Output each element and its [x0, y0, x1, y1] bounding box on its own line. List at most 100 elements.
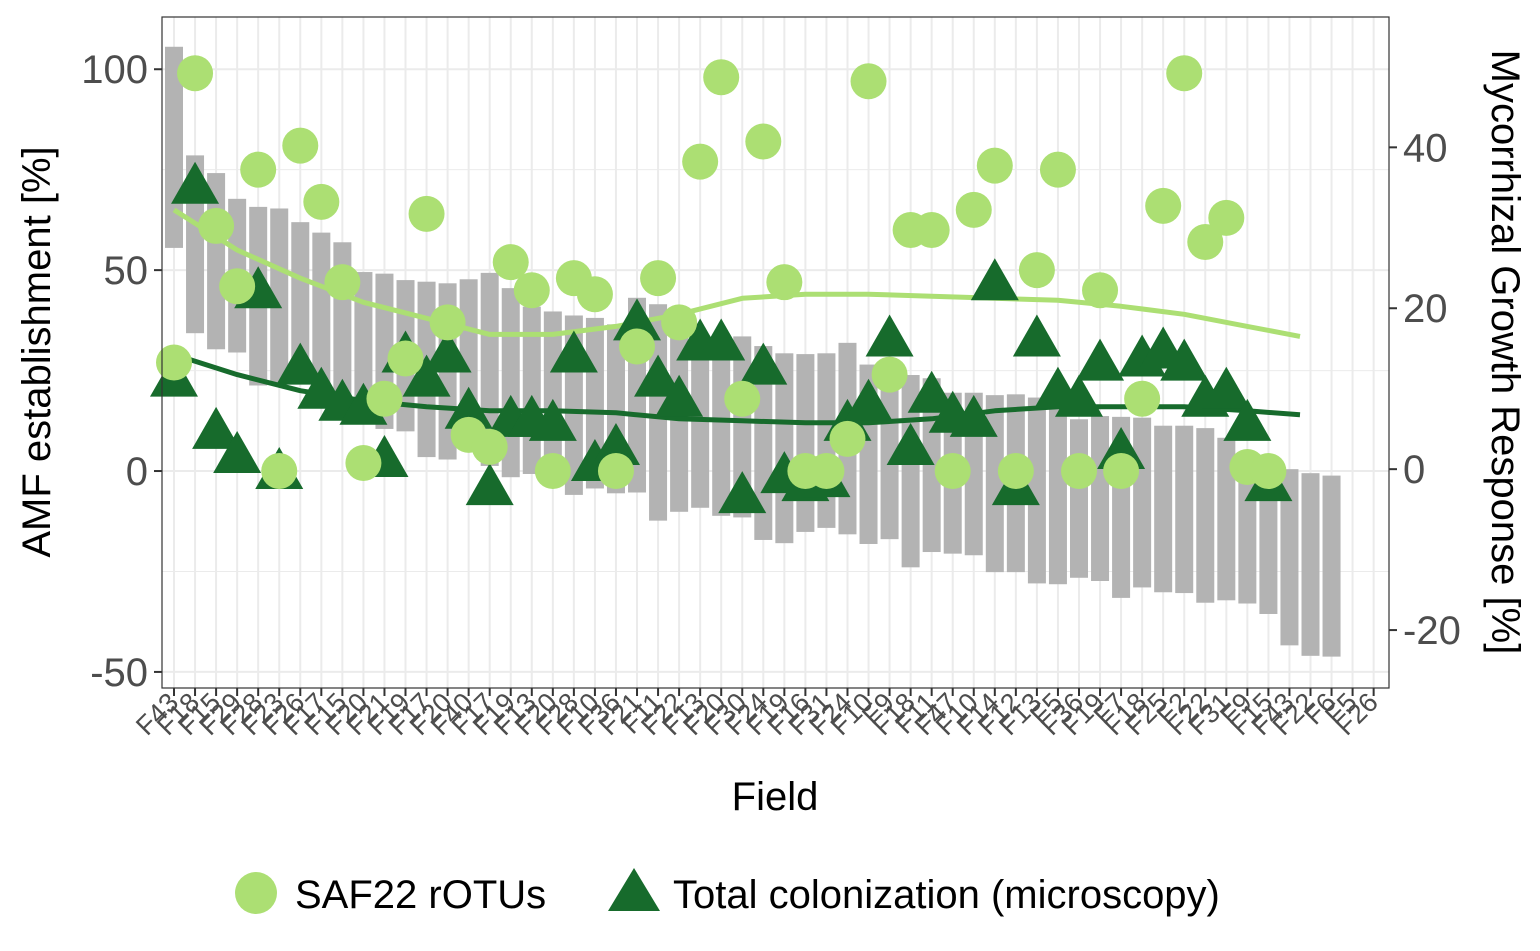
colonization-point	[718, 471, 767, 514]
saf22-point	[429, 304, 466, 341]
saf22-point	[1187, 224, 1224, 261]
saf22-point	[808, 453, 845, 490]
saf22-point	[261, 453, 298, 490]
colonization-point	[171, 161, 220, 204]
saf22-point	[387, 340, 424, 377]
colonization-point	[865, 314, 914, 357]
saf22-point	[997, 453, 1034, 490]
saf22-point	[324, 264, 361, 301]
colonization-point	[970, 258, 1019, 301]
saf22-point	[1103, 453, 1140, 490]
saf22-point	[955, 191, 992, 228]
y-tick-label: 0	[126, 450, 148, 494]
saf22-point	[1145, 187, 1182, 224]
saf22-point	[219, 268, 256, 305]
colonization-point	[444, 386, 493, 429]
mgr-range-bar	[270, 208, 289, 384]
saf22-point	[534, 453, 571, 490]
colonization-point	[591, 422, 640, 465]
saf22-point	[766, 264, 803, 301]
legend: SAF22 rOTUs Total colonization (microsco…	[235, 868, 1220, 917]
colonization-point	[907, 370, 956, 413]
saf22-point	[1124, 380, 1161, 417]
mgr-range-bar	[522, 306, 541, 474]
saf22-point	[934, 453, 971, 490]
y2-tick-label: 20	[1403, 287, 1448, 331]
saf22-point	[1082, 272, 1119, 309]
saf22-point	[1250, 453, 1287, 490]
x-axis-title: Field	[732, 775, 819, 819]
saf22-point	[640, 260, 677, 297]
y-axis-title: AMF establishment [%]	[15, 146, 59, 557]
saf22-point	[1039, 151, 1076, 188]
colonization-point	[1202, 366, 1251, 409]
colonization-point	[634, 354, 683, 397]
saf22-point	[597, 453, 634, 490]
saf22-point	[661, 304, 698, 341]
saf22-point	[366, 380, 403, 417]
colonization-point	[949, 394, 998, 437]
colonization-point	[192, 406, 241, 449]
mgr-range-bar	[1048, 404, 1067, 585]
colonization-point	[1223, 398, 1272, 441]
colonization-point	[465, 463, 514, 506]
mgr-range-bar	[1301, 473, 1320, 656]
y-tick-label: 50	[104, 249, 149, 293]
legend-label-total: Total colonization (microscopy)	[673, 873, 1220, 917]
colonization-point	[423, 330, 472, 373]
colonization-point	[886, 422, 935, 465]
colonization-point	[1076, 338, 1125, 381]
saf22-point	[1060, 453, 1097, 490]
saf22-point	[871, 356, 908, 393]
saf22-point	[913, 211, 950, 248]
mgr-range-bar	[1280, 469, 1299, 646]
y2-tick-label: 40	[1403, 126, 1448, 170]
saf22-point	[976, 147, 1013, 184]
colonization-point	[697, 318, 746, 361]
legend-circle-marker	[235, 872, 277, 914]
saf22-point	[703, 59, 740, 96]
saf22-point	[513, 272, 550, 309]
mgr-range-bar	[1154, 425, 1173, 593]
saf22-point	[303, 183, 340, 220]
legend-label-saf22: SAF22 rOTUs	[295, 873, 546, 917]
saf22-point	[576, 276, 613, 313]
saf22-point	[1208, 199, 1245, 236]
colonization-point	[844, 378, 893, 421]
mgr-range-bar	[796, 354, 815, 532]
y-tick-label: -50	[90, 651, 148, 695]
saf22-point	[198, 207, 235, 244]
y2-tick-label: 0	[1403, 448, 1425, 492]
saf22-point	[850, 63, 887, 100]
mgr-range-bar	[712, 340, 731, 516]
saf22-point	[682, 143, 719, 180]
saf22-point	[177, 55, 214, 92]
saf22-point	[492, 244, 529, 281]
saf22-point	[240, 151, 277, 188]
mgr-range-bar	[901, 375, 920, 568]
mgr-range-bar	[1069, 419, 1088, 578]
mgr-range-bar	[1196, 428, 1215, 603]
mgr-range-bar	[1175, 425, 1194, 594]
saf22-point	[282, 127, 319, 164]
colonization-point	[1012, 314, 1061, 357]
y2-axis-title: Mycorrhizal Growth Response [%]	[1483, 50, 1527, 655]
mgr-range-bar	[354, 272, 373, 425]
saf22-point	[1018, 252, 1055, 289]
saf22-point	[1166, 55, 1203, 92]
mgr-range-bar	[291, 222, 310, 383]
panel-border	[161, 16, 1390, 689]
colonization-point	[213, 430, 262, 473]
mgr-range-bar	[1027, 397, 1046, 584]
y-tick-label: 100	[81, 48, 148, 92]
legend-triangle-marker	[608, 868, 660, 911]
mgr-range-bar	[1217, 437, 1236, 601]
mgr-range-bar	[1133, 417, 1152, 588]
saf22-point	[408, 195, 445, 232]
axes: -50050100-2002040F43F18F15F29F28F23F26F1…	[81, 48, 1461, 741]
mgr-range-bar	[985, 395, 1004, 573]
colonization-point	[739, 342, 788, 385]
saf22-point	[829, 420, 866, 457]
colonization-point	[276, 342, 325, 385]
